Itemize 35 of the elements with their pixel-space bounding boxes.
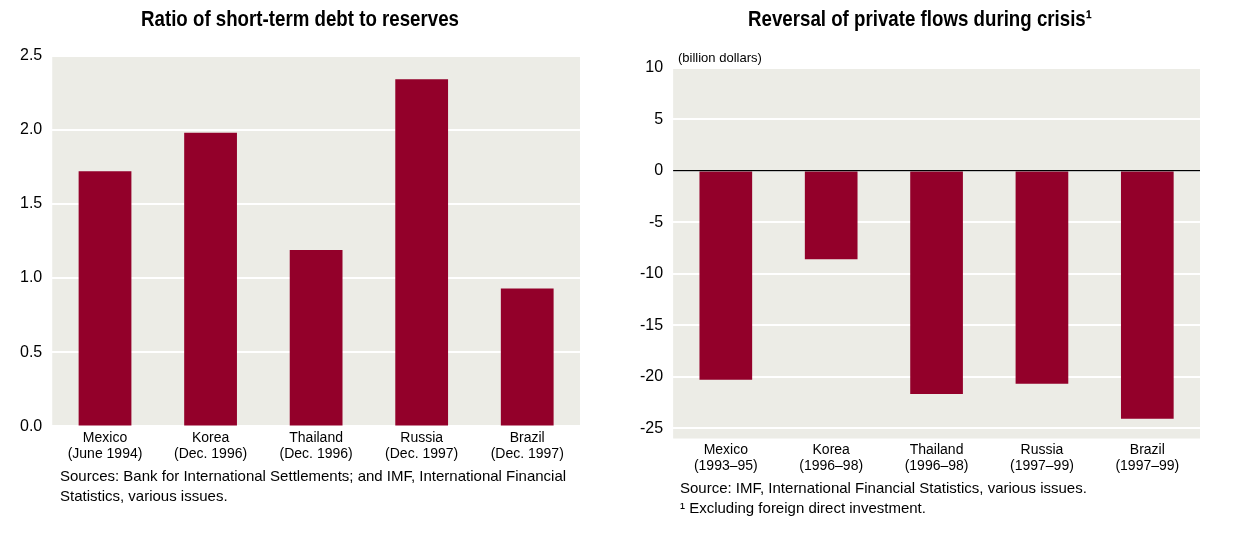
x-tick-label: Mexico (June 1994) xyxy=(67,428,143,462)
y-tick-label: 0.5 xyxy=(19,342,43,360)
y-tick-label: -10 xyxy=(640,264,664,282)
x-tick-label: Brazil (Dec. 1997) xyxy=(490,428,564,462)
y-tick-label: 1.0 xyxy=(19,268,43,286)
y-tick-label: -25 xyxy=(640,418,664,436)
x-tick-label: Korea (Dec. 1996) xyxy=(173,428,248,462)
source-note: Sources: Bank for International Settlements; and IMF, International Financial Statistics, various issues. xyxy=(60,466,568,506)
bar xyxy=(184,132,237,426)
x-tick-label: Brazil (1997–99) xyxy=(1115,440,1180,474)
bar xyxy=(500,288,554,426)
x-tick-label: Thailand (Dec. 1996) xyxy=(279,428,353,462)
y-tick-label: 2.0 xyxy=(19,120,43,138)
y-tick-label: 0.0 xyxy=(19,416,43,434)
y-tick-label: 10 xyxy=(645,58,664,76)
chart-title: Reversal of private flows during crisis¹ xyxy=(747,6,1093,33)
bar xyxy=(395,79,449,426)
x-tick-label: Thailand (1996–98) xyxy=(904,440,969,474)
y-tick-label: -20 xyxy=(640,367,664,385)
chart-title: Ratio of short-term debt to reserves xyxy=(140,6,460,33)
y-tick-label: -5 xyxy=(648,212,664,230)
y-tick-label: 0 xyxy=(654,161,664,179)
x-tick-label: Mexico (1993–95) xyxy=(693,440,758,474)
bar xyxy=(78,171,132,426)
x-tick-label: Russia (1997–99) xyxy=(1010,440,1074,474)
bar xyxy=(289,249,343,426)
y-axis-title: (billion dollars) xyxy=(678,50,762,65)
source-note: Source: IMF, International Financial Statistics, various issues. xyxy=(680,478,1088,498)
text: ¹ Excluding foreign direct investment. xyxy=(680,498,927,518)
x-tick-label: Korea (1996–98) xyxy=(799,440,864,474)
y-tick-label: 1.5 xyxy=(19,194,43,212)
y-tick-label: 2.5 xyxy=(19,46,43,64)
y-tick-label: 5 xyxy=(654,109,664,127)
y-tick-label: -15 xyxy=(640,315,664,333)
x-tick-label: Russia (Dec. 1997) xyxy=(385,428,459,462)
